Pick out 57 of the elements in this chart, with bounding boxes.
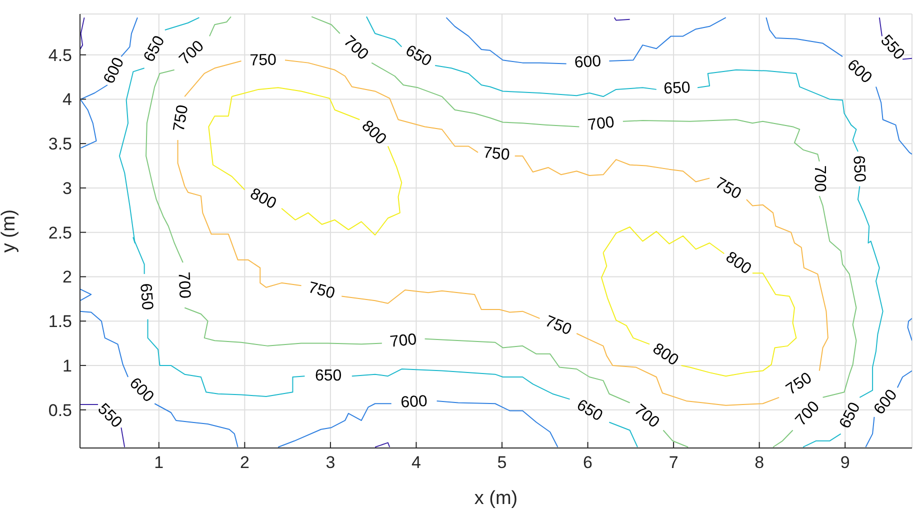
x-tick-label: 4 bbox=[411, 453, 421, 472]
text: 650 bbox=[136, 282, 156, 311]
text: 650 bbox=[402, 42, 434, 70]
x-tick-label: 1 bbox=[154, 453, 164, 472]
text: 700 bbox=[174, 271, 193, 299]
text: 750 bbox=[250, 52, 277, 70]
x-axis-title: x (m) bbox=[474, 488, 518, 509]
text: 750 bbox=[542, 313, 574, 339]
line-series bbox=[907, 318, 912, 342]
y-tick-label: 0.5 bbox=[48, 400, 72, 420]
x-tick-label: 7 bbox=[668, 453, 678, 472]
text: 600 bbox=[844, 56, 875, 88]
text: 750 bbox=[783, 370, 816, 399]
text: 700 bbox=[810, 165, 828, 192]
text: 650 bbox=[836, 400, 864, 432]
text: 600 bbox=[126, 374, 157, 406]
y-tick-label: 2.5 bbox=[48, 223, 72, 242]
y-axis-title: y (m) bbox=[0, 209, 20, 253]
y-tick-label: 4.5 bbox=[48, 46, 72, 65]
x-tick-label: 5 bbox=[497, 453, 507, 472]
y-tick-label: 3.5 bbox=[48, 134, 72, 154]
text: 750 bbox=[306, 279, 337, 303]
text: 750 bbox=[170, 104, 192, 133]
text: 700 bbox=[176, 38, 208, 68]
x-tick-label: 2 bbox=[240, 453, 250, 472]
x-tick-label: 6 bbox=[583, 453, 593, 472]
text: 600 bbox=[870, 386, 901, 418]
text: 750 bbox=[482, 144, 511, 164]
text: 600 bbox=[100, 54, 128, 87]
text: 650 bbox=[314, 368, 342, 385]
text: 750 bbox=[712, 174, 744, 203]
text: 800 bbox=[722, 248, 754, 278]
text: 700 bbox=[630, 401, 662, 432]
text: 650 bbox=[850, 155, 868, 183]
y-tick-label: 1.5 bbox=[48, 312, 72, 332]
series-label: 600 bbox=[574, 53, 602, 72]
line-series bbox=[80, 17, 85, 50]
x-tick-label: 8 bbox=[754, 453, 764, 472]
text: 700 bbox=[586, 114, 616, 134]
y-tick-label: 2 bbox=[62, 268, 72, 287]
y-tick-label: 1 bbox=[62, 356, 72, 376]
text: 700 bbox=[340, 32, 372, 64]
x-tick-label: 9 bbox=[840, 453, 850, 472]
text: 800 bbox=[247, 185, 279, 213]
text: 800 bbox=[358, 118, 390, 148]
text: 650 bbox=[140, 33, 168, 65]
series-label: 600 bbox=[400, 393, 428, 412]
y-tick-label: 3 bbox=[62, 178, 72, 198]
text: 800 bbox=[650, 340, 682, 370]
text: 550 bbox=[94, 400, 126, 432]
text: 650 bbox=[574, 396, 606, 425]
text: 550 bbox=[877, 32, 908, 64]
text: 700 bbox=[792, 398, 824, 430]
x-tick-label: 3 bbox=[326, 453, 336, 472]
text: 650 bbox=[663, 79, 691, 98]
y-tick-label: 4 bbox=[62, 90, 72, 110]
text: 700 bbox=[389, 331, 418, 351]
